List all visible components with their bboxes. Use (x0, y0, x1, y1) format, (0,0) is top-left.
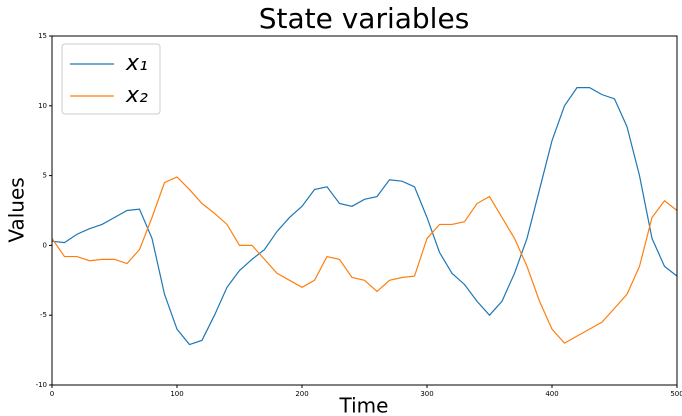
x-tick-label: 400 (545, 390, 558, 398)
x-tick-label: 300 (420, 390, 433, 398)
x-tick-label: 500 (670, 390, 682, 398)
legend-label: x₂ (125, 83, 148, 108)
y-tick-label: 5 (43, 172, 47, 180)
x-tick-label: 0 (50, 390, 54, 398)
line-series (51, 176, 678, 344)
y-tick-label: -10 (36, 381, 47, 389)
y-tick-label: -5 (40, 311, 47, 319)
x-tick-label: 200 (295, 390, 308, 398)
x-tick-label: 100 (170, 390, 183, 398)
plot-frame (51, 35, 678, 386)
y-axis-label: Values (5, 177, 29, 242)
chart-title: State variables (259, 2, 470, 35)
x-axis-label: Time (339, 394, 389, 416)
y-tick-label: 15 (38, 32, 47, 40)
y-tick-label: 0 (43, 241, 47, 249)
legend-label: x₁ (125, 51, 148, 76)
line-series (51, 87, 678, 346)
y-tick-label: 10 (38, 102, 47, 110)
